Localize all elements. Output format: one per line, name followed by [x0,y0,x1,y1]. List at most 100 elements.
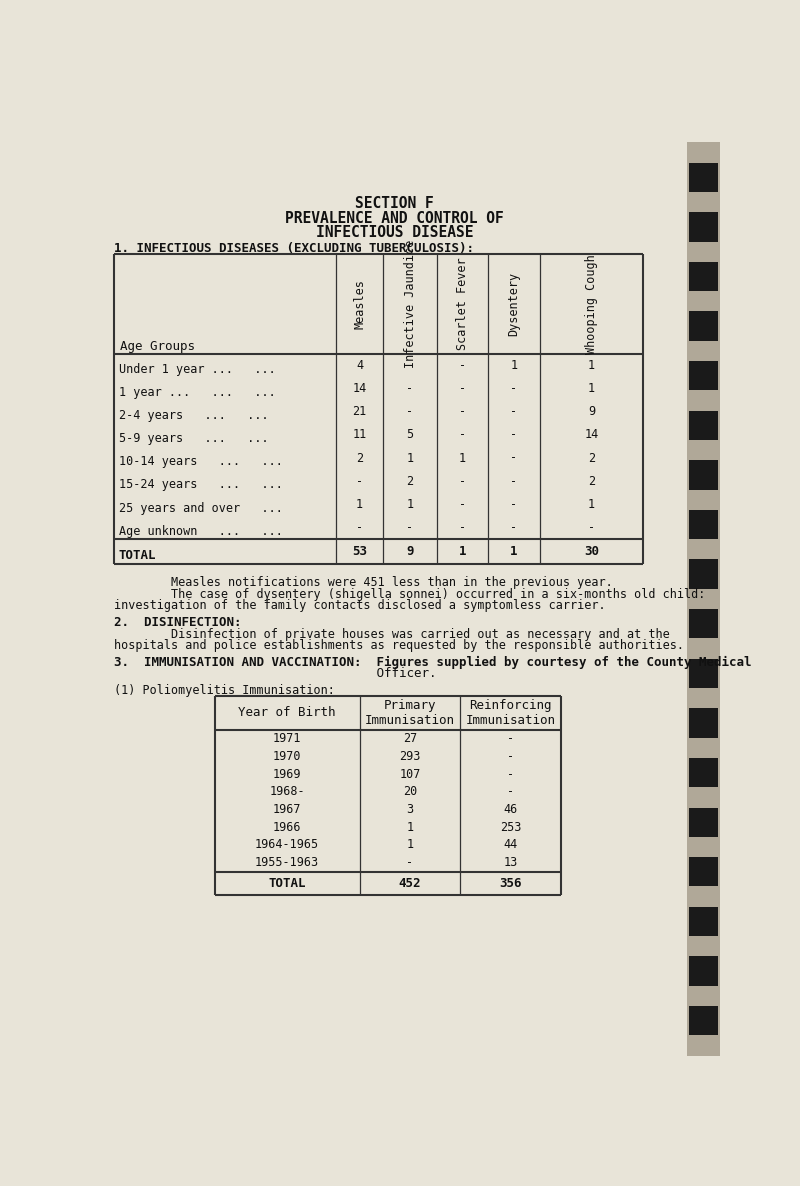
Text: 1966: 1966 [273,821,302,834]
Bar [689,460,718,490]
Text: 21: 21 [353,406,366,419]
Text: 1970: 1970 [273,750,302,763]
Text: 2: 2 [356,452,363,465]
Bar [689,907,718,936]
Text: 2.  DISINFECTION:: 2. DISINFECTION: [114,616,242,629]
Bar [689,758,718,788]
Text: 1967: 1967 [273,803,302,816]
Text: -: - [507,732,514,745]
Text: INFECTIOUS DISEASE: INFECTIOUS DISEASE [316,225,474,241]
Bar [689,610,718,638]
Text: TOTAL: TOTAL [269,876,306,890]
Bar [689,808,718,837]
Text: 1 year ...   ...   ...: 1 year ... ... ... [118,387,275,398]
Text: -: - [406,359,414,372]
Text: 11: 11 [353,428,366,441]
Text: -: - [458,382,466,395]
Text: 1: 1 [588,382,595,395]
Text: The case of dysentery (shigella sonnei) occurred in a six-months old child:: The case of dysentery (shigella sonnei) … [114,588,706,601]
Text: 1: 1 [406,498,414,511]
Text: Age Groups: Age Groups [120,340,195,353]
Text: -: - [458,474,466,487]
Text: 1971: 1971 [273,732,302,745]
Text: 13: 13 [504,856,518,869]
Text: Measles notifications were 451 less than in the previous year.: Measles notifications were 451 less than… [114,576,613,588]
Text: 1955-1963: 1955-1963 [255,856,319,869]
Text: 1: 1 [406,821,414,834]
Text: 9: 9 [406,544,414,557]
Bar [689,410,718,440]
Text: -: - [458,521,466,534]
Text: 1. INFECTIOUS DISEASES (EXCLUDING TUBERCULOSIS):: 1. INFECTIOUS DISEASES (EXCLUDING TUBERC… [114,242,474,255]
Text: 1: 1 [588,498,595,511]
Text: 30: 30 [584,544,599,557]
Text: -: - [507,767,514,780]
Text: 14: 14 [584,428,598,441]
Text: Infective Jaundice: Infective Jaundice [403,240,417,368]
Text: -: - [406,382,414,395]
Text: Primary
Immunisation: Primary Immunisation [365,699,455,727]
Text: 46: 46 [504,803,518,816]
Text: -: - [510,406,518,419]
Text: -: - [406,406,414,419]
Text: Year of Birth: Year of Birth [238,707,336,720]
Text: 20: 20 [403,785,417,798]
Text: -: - [458,498,466,511]
Text: 15-24 years   ...   ...: 15-24 years ... ... [118,478,282,491]
Text: 1969: 1969 [273,767,302,780]
Text: 2: 2 [588,474,595,487]
Text: -: - [510,474,518,487]
Text: 1: 1 [356,498,363,511]
Text: 2: 2 [406,474,414,487]
Text: -: - [458,428,466,441]
Text: 5-9 years   ...   ...: 5-9 years ... ... [118,432,268,445]
Text: 356: 356 [499,876,522,890]
Text: 1968-: 1968- [270,785,305,798]
Text: 10-14 years   ...   ...: 10-14 years ... ... [118,455,282,468]
Text: Reinforcing
Immunisation: Reinforcing Immunisation [466,699,556,727]
Text: -: - [356,474,363,487]
Bar [689,857,718,886]
Text: -: - [507,750,514,763]
Text: 27: 27 [403,732,417,745]
Text: Disinfection of private houses was carried out as necessary and at the: Disinfection of private houses was carri… [114,629,670,642]
Bar [689,361,718,390]
Text: 293: 293 [399,750,421,763]
Text: -: - [458,359,466,372]
Text: hospitals and police establishments as requested by the responsible authorities.: hospitals and police establishments as r… [114,639,684,652]
Bar [687,142,720,1056]
Text: SECTION F: SECTION F [355,196,434,211]
Text: Scarlet Fever: Scarlet Fever [456,257,469,350]
Text: 14: 14 [353,382,366,395]
Text: (1) Poliomyelitis Immunisation:: (1) Poliomyelitis Immunisation: [114,683,335,696]
Text: 4: 4 [356,359,363,372]
Bar [689,658,718,688]
Bar [689,312,718,340]
Text: 2-4 years   ...   ...: 2-4 years ... ... [118,409,268,422]
Text: -: - [510,452,518,465]
Text: 253: 253 [500,821,522,834]
Text: -: - [510,521,518,534]
Bar [689,510,718,540]
Text: -: - [406,856,414,869]
Text: -: - [406,521,414,534]
Bar [689,1006,718,1035]
Text: -: - [356,521,363,534]
Bar [689,956,718,986]
Text: 452: 452 [398,876,422,890]
Text: 1: 1 [406,839,414,852]
Text: -: - [588,521,595,534]
Text: 25 years and over   ...: 25 years and over ... [118,502,282,515]
Text: Age unknown   ...   ...: Age unknown ... ... [118,524,282,537]
Text: -: - [458,406,466,419]
Text: investigation of the family contacts disclosed a symptomless carrier.: investigation of the family contacts dis… [114,599,606,612]
Text: -: - [507,785,514,798]
Bar [689,212,718,242]
Text: 2: 2 [588,452,595,465]
Text: 53: 53 [352,544,367,557]
Text: TOTAL: TOTAL [118,549,156,561]
Text: 5: 5 [406,428,414,441]
Text: 1: 1 [510,544,518,557]
Bar [689,560,718,588]
Text: 1: 1 [588,359,595,372]
